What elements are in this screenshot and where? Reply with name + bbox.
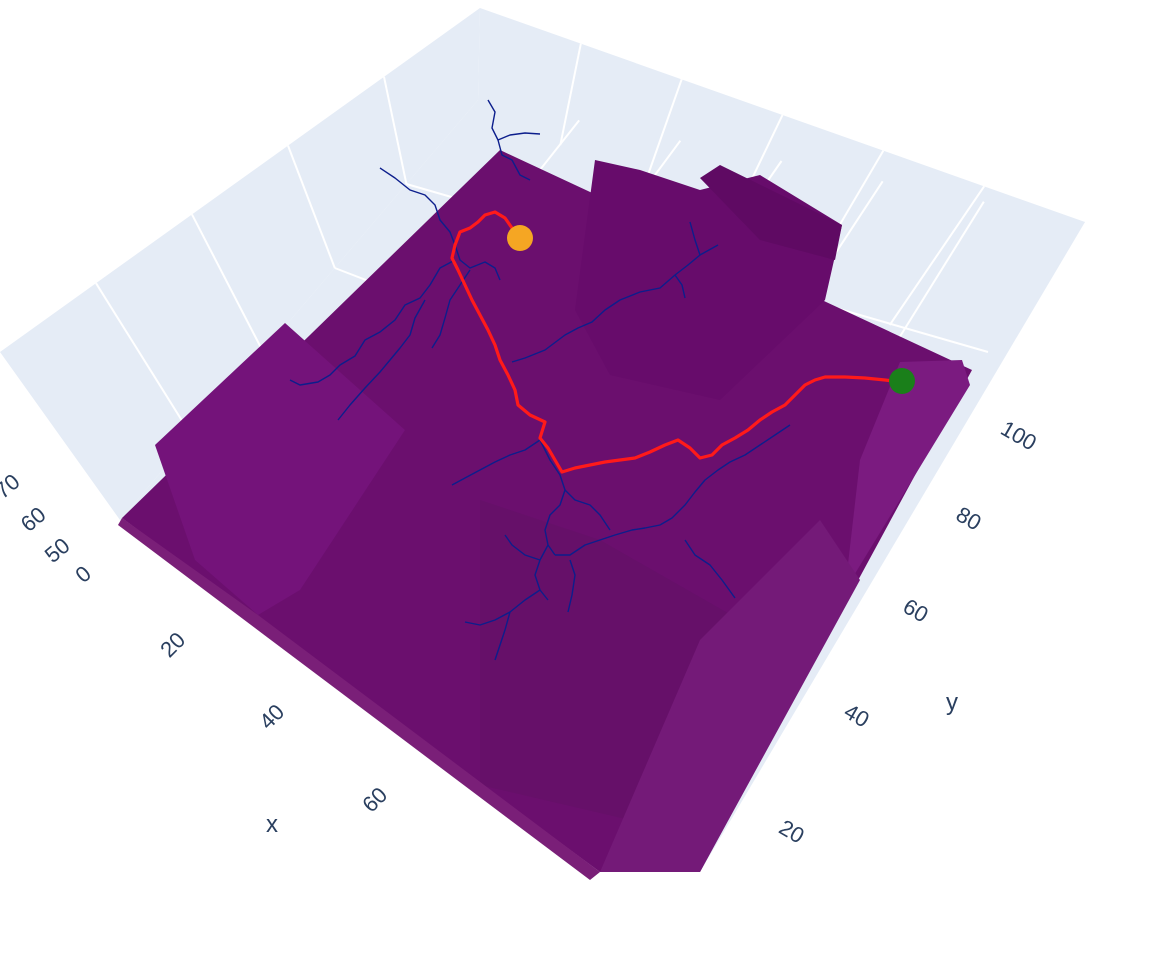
y-tick-label: 100 bbox=[997, 415, 1041, 455]
terrain-slope bbox=[600, 520, 860, 872]
tree-branch bbox=[464, 589, 541, 626]
tree-branch bbox=[337, 299, 426, 421]
z-axis-ticks: 0 50 60 70 bbox=[0, 469, 96, 588]
y-tick-label: 40 bbox=[840, 699, 874, 733]
gridline bbox=[191, 213, 265, 353]
tree-branch bbox=[497, 139, 531, 181]
tree-branch bbox=[555, 524, 661, 556]
tree-branch bbox=[451, 439, 541, 486]
goal-marker bbox=[507, 225, 533, 251]
gridline bbox=[95, 282, 193, 437]
gridline bbox=[641, 79, 683, 191]
x-axis-title: x bbox=[266, 811, 278, 838]
start-marker bbox=[889, 368, 915, 394]
terrain-block bbox=[155, 323, 405, 615]
x-tick-label: 60 bbox=[357, 782, 392, 817]
z-tick-label: 0 bbox=[70, 561, 95, 588]
tree-branch bbox=[454, 244, 501, 281]
z-tick-label: 70 bbox=[0, 469, 25, 504]
tree-branch bbox=[567, 559, 576, 613]
terrain-mesh bbox=[118, 150, 972, 880]
tree-branch bbox=[494, 611, 511, 661]
scene-left-wall bbox=[0, 8, 480, 520]
z-tick-label: 50 bbox=[40, 533, 75, 568]
tree-branch bbox=[674, 274, 686, 299]
search-tree bbox=[289, 99, 791, 661]
x-tick-label: 20 bbox=[155, 627, 190, 662]
tree-branch bbox=[564, 489, 611, 531]
y-tick-label: 60 bbox=[899, 594, 933, 628]
tree-branch bbox=[379, 167, 456, 246]
terrain-block bbox=[700, 165, 842, 260]
tree-branch bbox=[539, 439, 566, 556]
tree-branch bbox=[684, 539, 736, 599]
y-tick-label: 80 bbox=[952, 502, 986, 536]
gridline bbox=[287, 145, 336, 269]
tree-branch bbox=[504, 534, 541, 561]
tree-branch bbox=[534, 544, 549, 601]
terrain-edge bbox=[118, 518, 600, 880]
tree-branch bbox=[659, 424, 791, 526]
best-path bbox=[450, 210, 904, 474]
y-axis-title: y bbox=[946, 689, 958, 716]
tree-branch bbox=[511, 221, 701, 363]
tree-branch bbox=[431, 269, 471, 349]
z-tick-label: 60 bbox=[16, 502, 51, 537]
gridline bbox=[888, 185, 985, 326]
gridline bbox=[383, 76, 408, 185]
x-tick-label: 40 bbox=[254, 699, 289, 734]
y-tick-label: 20 bbox=[775, 815, 809, 849]
terrain-slope bbox=[845, 360, 970, 590]
gridline bbox=[559, 43, 582, 146]
tree-branch bbox=[699, 244, 719, 256]
tree-branch bbox=[289, 259, 456, 386]
